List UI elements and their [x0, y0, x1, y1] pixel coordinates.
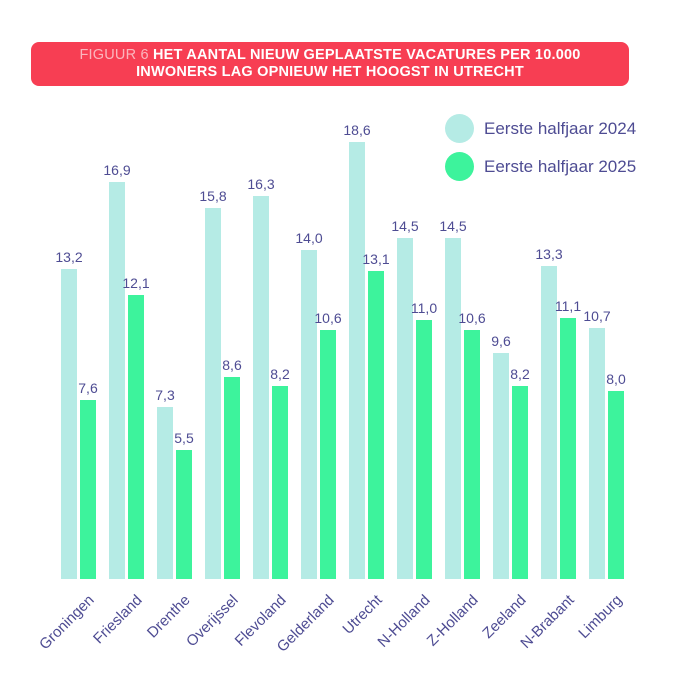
legend-label-2024: Eerste halfjaar 2024 — [484, 118, 637, 138]
value-label-2025-friesland: 12,1 — [122, 275, 150, 291]
bar-2025-n-brabant — [560, 318, 576, 579]
value-label-2024-overijssel: 15,8 — [199, 188, 227, 204]
value-label-2024-utrecht: 18,6 — [343, 122, 371, 138]
value-label-2025-z-holland: 10,6 — [458, 310, 486, 326]
value-label-2025-n-brabant: 11,1 — [554, 298, 582, 314]
value-label-2025-limburg: 8,0 — [606, 371, 626, 387]
bar-2024-n-holland — [397, 238, 413, 579]
value-label-2025-overijssel: 8,6 — [222, 357, 242, 373]
value-label-2025-groningen: 7,6 — [78, 380, 98, 396]
value-label-2024-limburg: 10,7 — [583, 308, 611, 324]
figure-number-label: FIGUUR 6 — [79, 47, 149, 63]
value-label-2024-friesland: 16,9 — [103, 162, 131, 178]
bar-2024-n-brabant — [541, 266, 557, 579]
bar-2024-flevoland — [253, 196, 269, 579]
bar-2025-friesland — [128, 295, 144, 579]
value-label-2024-gelderland: 14,0 — [295, 230, 323, 246]
value-label-2024-drenthe: 7,3 — [155, 387, 175, 403]
bar-2025-limburg — [608, 391, 624, 579]
value-label-2025-utrecht: 13,1 — [362, 251, 390, 267]
bar-2024-friesland — [109, 182, 125, 579]
bar-2024-z-holland — [445, 238, 461, 579]
value-label-2024-z-holland: 14,5 — [439, 218, 467, 234]
bar-2025-utrecht — [368, 271, 384, 579]
legend-swatch-2024-icon — [445, 114, 474, 143]
bar-2025-zeeland — [512, 386, 528, 579]
bar-2025-drenthe — [176, 450, 192, 579]
value-label-2025-n-holland: 11,0 — [410, 300, 438, 316]
value-label-2024-groningen: 13,2 — [55, 249, 83, 265]
figure-title-text-line1: HET AANTAL NIEUW GEPLAATSTE VACATURES PE… — [153, 47, 581, 63]
bar-2024-gelderland — [301, 250, 317, 579]
figure-title-line1: FIGUUR 6 HET AANTAL NIEUW GEPLAATSTE VAC… — [43, 47, 617, 64]
chart-legend: Eerste halfjaar 2024 Eerste halfjaar 202… — [445, 114, 636, 181]
bar-2025-gelderland — [320, 330, 336, 579]
value-label-2024-flevoland: 16,3 — [247, 176, 275, 192]
bar-2025-groningen — [80, 400, 96, 579]
bar-2024-limburg — [589, 328, 605, 579]
value-label-2024-n-holland: 14,5 — [391, 218, 419, 234]
figure-title-text-line2: INWONERS LAG OPNIEUW HET HOOGST IN UTREC… — [136, 63, 524, 80]
legend-label-2025: Eerste halfjaar 2025 — [484, 156, 637, 176]
bar-2024-overijssel — [205, 208, 221, 579]
bar-2025-z-holland — [464, 330, 480, 579]
value-label-2024-zeeland: 9,6 — [491, 333, 511, 349]
figure-title-banner: FIGUUR 6 HET AANTAL NIEUW GEPLAATSTE VAC… — [31, 42, 629, 86]
bar-2024-zeeland — [493, 353, 509, 579]
bar-2024-utrecht — [349, 142, 365, 579]
bar-2025-n-holland — [416, 320, 432, 579]
bar-2024-groningen — [61, 269, 77, 579]
bar-2025-flevoland — [272, 386, 288, 579]
value-label-2024-n-brabant: 13,3 — [535, 246, 563, 262]
value-label-2025-gelderland: 10,6 — [314, 310, 342, 326]
value-label-2025-zeeland: 8,2 — [510, 366, 530, 382]
value-label-2025-flevoland: 8,2 — [270, 366, 290, 382]
bar-2025-overijssel — [224, 377, 240, 579]
value-label-2025-drenthe: 5,5 — [174, 430, 194, 446]
legend-item-2024: Eerste halfjaar 2024 — [445, 114, 636, 143]
legend-swatch-2025-icon — [445, 152, 474, 181]
bar-2024-drenthe — [157, 407, 173, 579]
legend-item-2025: Eerste halfjaar 2025 — [445, 152, 636, 181]
